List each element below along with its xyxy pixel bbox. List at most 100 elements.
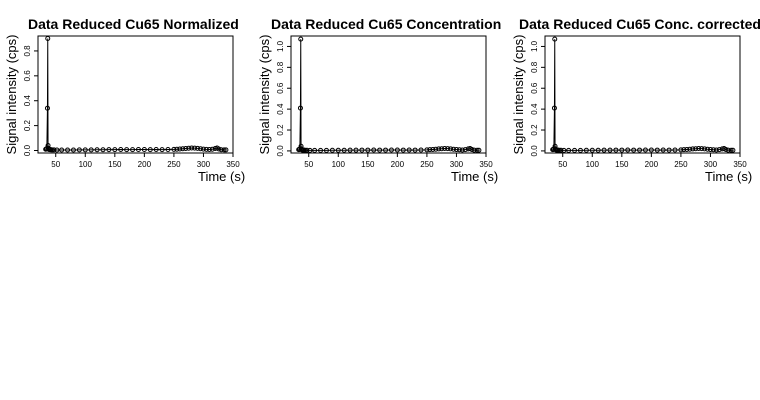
data-point [619,147,625,153]
data-point [418,147,424,153]
data-point [192,145,198,151]
data-point [54,147,60,153]
data-point [459,147,465,153]
data-point [88,147,94,153]
data-point [180,146,186,152]
data-point [189,145,195,151]
y-tick-label: 0.8 [530,61,539,73]
data-point [702,146,708,152]
y-tick-label: 0.2 [530,124,539,136]
data-point [335,147,341,153]
data-point [323,147,329,153]
data-point [637,147,643,153]
data-point [561,147,567,153]
x-tick-label: 100 [332,160,346,169]
data-point [383,147,389,153]
data-point [130,147,136,153]
data-point [49,147,55,153]
data-point [654,147,660,153]
data-point [427,147,433,153]
data-point [558,147,564,153]
data-point [433,146,439,152]
y-axis-title: Signal intensity (cps) [257,35,272,155]
data-point [218,147,224,153]
series-line [298,39,479,151]
data-point [329,147,335,153]
series-line [45,38,226,151]
data-point [439,146,445,152]
y-tick-label: 0.6 [276,82,285,94]
data-point [94,147,100,153]
data-point [474,147,480,153]
data-point [448,146,454,152]
x-tick-label: 50 [304,160,313,169]
y-tick-label: 0.4 [276,103,285,115]
data-point [552,36,558,42]
y-tick-label: 0.0 [530,145,539,157]
data-point [353,147,359,153]
x-tick-label: 300 [704,160,718,169]
data-point [44,105,50,111]
data-point [341,147,347,153]
x-tick-label: 100 [79,160,93,169]
data-point [82,147,88,153]
chart-title: Data Reduced Cu65 Conc. corrected [519,16,760,32]
x-tick-label: 250 [420,160,434,169]
data-point [400,147,406,153]
x-tick-label: 200 [138,160,152,169]
data-point [174,146,180,152]
data-point [728,147,734,153]
data-point [690,146,696,152]
data-point [216,146,222,152]
data-point [678,147,684,153]
data-point [377,147,383,153]
x-tick-label: 100 [586,160,600,169]
y-tick-label: 0.8 [276,61,285,73]
y-tick-label: 0.0 [23,144,32,156]
data-point [371,147,377,153]
data-point [141,147,147,153]
x-axis-title: Time (s) [451,169,498,184]
data-point [595,147,601,153]
data-point [221,147,227,153]
x-tick-label: 250 [167,160,181,169]
data-point [347,147,353,153]
data-point [601,147,607,153]
data-point [705,146,710,152]
data-point [631,147,637,153]
data-point [297,105,303,111]
data-point [730,147,736,153]
data-point [684,146,690,152]
data-point [710,147,716,153]
data-point [713,147,719,153]
data-point [302,147,308,153]
data-point [707,147,713,153]
data-point [693,146,699,152]
y-tick-label: 0.0 [276,145,285,157]
y-tick-label: 1.0 [276,40,285,52]
data-point [696,146,702,152]
data-point [436,146,442,152]
data-point [51,147,57,153]
y-axis-title: Signal intensity (cps) [4,35,19,155]
data-point [613,147,619,153]
data-point [672,147,678,153]
data-point [304,147,310,153]
data-point [171,146,177,152]
x-tick-label: 150 [361,160,375,169]
chart-title: Data Reduced Cu65 Concentration [271,16,501,32]
data-point [451,146,456,152]
data-point [442,146,448,152]
data-point [725,147,731,153]
x-tick-label: 350 [226,160,240,169]
plot-frame [544,35,741,154]
data-point [312,147,318,153]
data-point [572,147,578,153]
data-point [687,146,693,152]
data-point [359,147,365,153]
data-point [209,146,215,152]
y-tick-label: 0.6 [530,82,539,94]
data-point [577,147,583,153]
data-point [106,147,112,153]
data-point [118,147,124,153]
